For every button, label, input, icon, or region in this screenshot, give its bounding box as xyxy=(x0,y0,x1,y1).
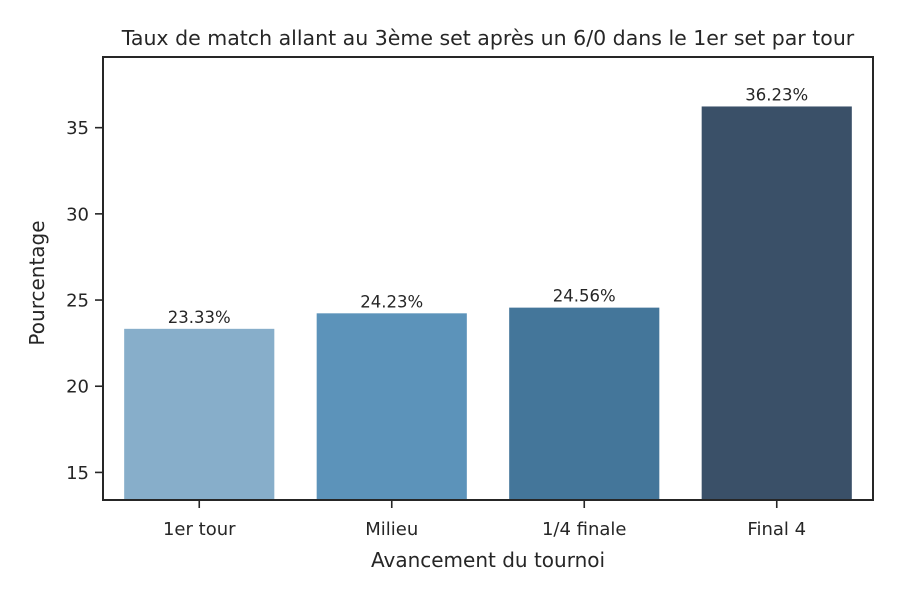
x-tick-label-4: Final 4 xyxy=(747,519,806,540)
x-tick-label-2: Milieu xyxy=(365,519,418,540)
y-tick-label-1: 15 xyxy=(66,463,89,484)
y-axis-label: Pourcentage xyxy=(25,220,49,345)
x-tick-label-3: 1/4 finale xyxy=(542,519,627,540)
y-tick-label-2: 20 xyxy=(66,377,89,398)
chart-title: Taux de match allant au 3ème set après u… xyxy=(121,26,855,50)
y-tick-label-3: 25 xyxy=(66,291,89,312)
y-tick-label-4: 30 xyxy=(66,204,89,225)
bar-4 xyxy=(701,106,852,500)
plot-area-frame xyxy=(102,56,874,501)
bar-value-label-3: 24.56% xyxy=(553,287,616,306)
x-axis: 1er tour Milieu 1/4 finale Final 4 xyxy=(163,500,806,540)
x-axis-label: Avancement du tournoi xyxy=(371,548,605,572)
bar-3 xyxy=(509,307,660,500)
bars-layer xyxy=(124,106,852,500)
y-tick-label-5: 35 xyxy=(66,118,89,139)
bar-1 xyxy=(124,328,275,500)
bar-value-label-2: 24.23% xyxy=(360,292,423,311)
bar-2 xyxy=(316,313,467,500)
data-labels-layer: 23.33% 24.23% 24.56% 36.23% xyxy=(168,85,808,326)
bar-value-label-1: 23.33% xyxy=(168,308,231,327)
x-tick-label-1: 1er tour xyxy=(163,519,236,540)
y-axis: 15 20 25 30 35 xyxy=(66,118,103,484)
bar-value-label-4: 36.23% xyxy=(745,85,808,104)
